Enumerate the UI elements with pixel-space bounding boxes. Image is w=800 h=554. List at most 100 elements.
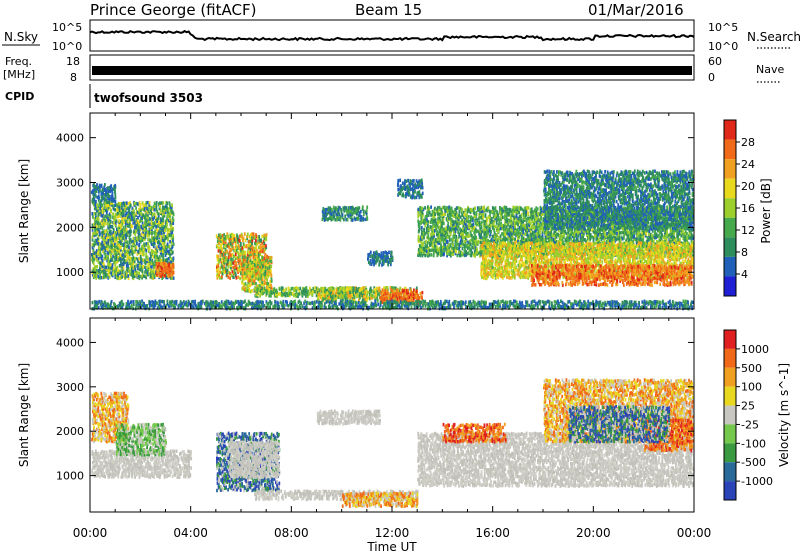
range-time-cell xyxy=(246,244,248,248)
range-time-cell xyxy=(101,203,103,207)
range-time-cell xyxy=(410,188,412,192)
range-time-cell xyxy=(377,299,379,303)
range-time-cell xyxy=(242,255,244,259)
range-time-cell xyxy=(254,247,256,251)
range-time-cell xyxy=(227,234,229,238)
range-time-cell xyxy=(542,236,544,240)
range-time-cell xyxy=(419,296,421,300)
range-time-cell xyxy=(104,253,106,256)
range-time-cell xyxy=(262,265,264,269)
range-time-cell xyxy=(238,246,240,250)
range-time-cell xyxy=(160,262,162,266)
range-time-cell xyxy=(389,260,391,264)
range-time-cell xyxy=(243,242,245,246)
range-time-cell xyxy=(249,284,251,288)
range-time-cell xyxy=(490,224,492,228)
range-time-cell xyxy=(159,201,161,205)
range-time-cell xyxy=(126,228,128,232)
range-time-cell xyxy=(120,254,122,258)
range-time-cell xyxy=(248,288,250,292)
range-time-cell xyxy=(481,206,483,210)
range-time-cell xyxy=(443,213,445,217)
nsky-trace xyxy=(90,31,694,40)
range-time-cell xyxy=(122,253,124,257)
range-time-cell xyxy=(334,289,336,293)
range-time-cell xyxy=(229,246,231,250)
freq-label: Freq. xyxy=(5,55,32,68)
range-time-cell xyxy=(218,246,220,250)
range-time-cell xyxy=(128,246,130,250)
range-time-cell xyxy=(130,230,132,234)
range-time-cell xyxy=(476,218,478,222)
range-time-cell xyxy=(363,286,365,290)
range-time-cell xyxy=(468,208,470,212)
power-cells xyxy=(91,169,694,310)
range-time-cell xyxy=(537,207,539,211)
range-time-cell xyxy=(407,289,409,293)
range-time-cell xyxy=(101,247,103,251)
range-time-cell xyxy=(417,191,419,195)
range-time-cell xyxy=(156,201,158,205)
range-time-cell xyxy=(95,194,97,198)
range-time-cell xyxy=(501,224,503,228)
range-time-cell xyxy=(143,251,145,255)
range-time-cell xyxy=(135,206,137,210)
range-time-cell xyxy=(444,213,446,217)
range-time-cell xyxy=(375,259,377,263)
range-time-cell xyxy=(347,218,349,222)
range-time-cell xyxy=(443,218,445,222)
range-time-cell xyxy=(107,239,109,243)
freq-band xyxy=(92,66,692,75)
range-time-cell xyxy=(455,235,457,239)
range-time-cell xyxy=(217,255,219,258)
range-time-cell xyxy=(468,215,470,219)
range-time-cell xyxy=(452,253,454,257)
range-time-cell xyxy=(419,224,421,228)
range-time-cell xyxy=(166,202,168,206)
range-time-cell xyxy=(431,253,433,257)
beam-title: Beam 15 xyxy=(355,1,422,19)
range-time-cell xyxy=(236,276,238,280)
range-time-cell xyxy=(496,225,498,229)
range-time-cell xyxy=(216,234,218,238)
range-time-cell xyxy=(134,265,136,269)
range-time-cell xyxy=(307,290,309,294)
range-time-cell xyxy=(447,250,449,254)
range-time-cell xyxy=(475,236,477,240)
range-time-cell xyxy=(507,238,509,242)
nave-tick-high: 60 xyxy=(708,55,722,68)
range-time-cell xyxy=(169,240,171,244)
range-time-cell xyxy=(331,208,333,212)
range-time-cell xyxy=(532,214,534,218)
range-time-cell xyxy=(230,253,232,256)
range-time-cell xyxy=(140,240,142,244)
range-time-cell xyxy=(417,219,419,223)
range-time-cell xyxy=(506,225,508,229)
range-time-cell xyxy=(122,271,124,275)
range-time-cell xyxy=(392,256,394,260)
range-time-cell xyxy=(478,240,480,244)
range-time-cell xyxy=(333,213,335,217)
range-time-cell xyxy=(421,226,423,230)
range-time-cell xyxy=(159,255,161,259)
range-time-cell xyxy=(265,282,267,286)
nave-label: Nave xyxy=(756,63,784,76)
range-time-cell xyxy=(306,286,308,290)
range-time-cell xyxy=(98,260,100,264)
range-time-cell xyxy=(426,230,428,234)
range-time-cell xyxy=(267,282,269,286)
range-time-cell xyxy=(163,269,165,273)
range-time-cell xyxy=(161,201,163,205)
range-time-cell xyxy=(147,255,149,259)
range-time-cell xyxy=(127,255,129,258)
range-time-cell xyxy=(98,194,100,198)
range-time-cell xyxy=(142,246,144,250)
range-time-cell xyxy=(255,239,257,243)
range-time-cell xyxy=(251,289,253,293)
range-time-cell xyxy=(103,223,105,227)
range-time-cell xyxy=(155,225,157,229)
range-time-cell xyxy=(268,288,270,292)
range-time-cell xyxy=(158,212,160,216)
range-time-cell xyxy=(288,287,290,291)
range-time-cell xyxy=(452,243,454,247)
